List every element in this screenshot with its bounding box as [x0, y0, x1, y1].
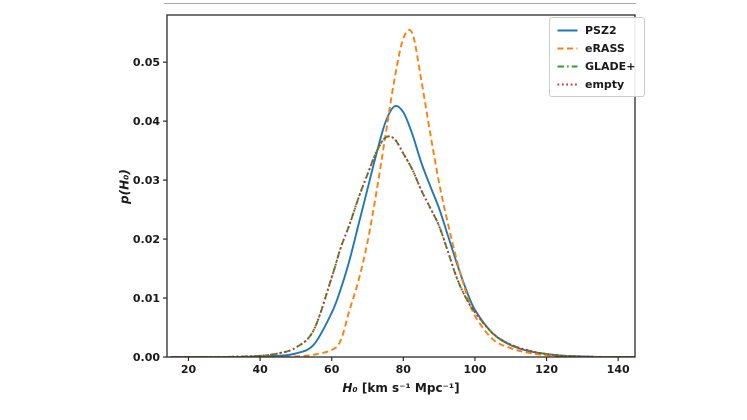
legend-item: PSZ2: [557, 23, 635, 37]
axes-spines: [166, 14, 636, 358]
x-tick-label: 20: [180, 363, 197, 376]
y-axis-label: p(H₀): [117, 169, 132, 204]
top-rule: [164, 3, 636, 4]
dashdot-line-swatch-icon: [557, 65, 578, 67]
x-axis-label-variable: H₀: [342, 381, 358, 395]
curve-empty: [170, 135, 635, 357]
x-tick-label: 60: [324, 363, 340, 376]
legend-label: GLADE+: [585, 59, 636, 73]
x-tick-label: 40: [252, 363, 268, 376]
legend-item: eRASS: [557, 41, 635, 55]
legend: PSZ2 eRASS GLADE+ empty: [549, 17, 646, 97]
legend-item: empty: [557, 77, 635, 91]
x-tick-label: 140: [606, 363, 630, 376]
y-tick-label: 0.05: [132, 55, 160, 69]
curve-glade: [170, 135, 635, 357]
y-tick-label: 0.01: [132, 291, 160, 305]
y-tick-label: 0.04: [132, 114, 160, 128]
y-tick-label: 0.00: [132, 350, 160, 364]
x-axis-label: H₀ [km s⁻¹ Mpc⁻¹]: [251, 381, 551, 395]
x-tick-label: 100: [463, 363, 487, 376]
x-axis-label-units: [km s⁻¹ Mpc⁻¹]: [357, 381, 460, 395]
legend-label: eRASS: [585, 41, 625, 55]
legend-label: empty: [585, 77, 625, 91]
curve-psz2: [170, 105, 635, 357]
y-tick-label: 0.02: [132, 232, 160, 246]
legend-label: PSZ2: [585, 23, 617, 37]
dotted-line-swatch-icon: [557, 83, 578, 85]
x-tick-label: 80: [395, 363, 411, 376]
dashed-line-swatch-icon: [557, 47, 578, 49]
y-tick-label: 0.03: [132, 173, 160, 187]
solid-line-swatch-icon: [557, 29, 578, 31]
legend-item: GLADE+: [557, 59, 635, 73]
x-tick-label: 120: [535, 363, 559, 376]
